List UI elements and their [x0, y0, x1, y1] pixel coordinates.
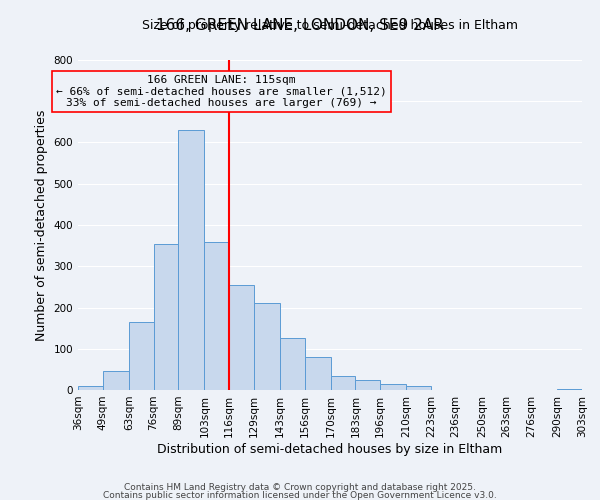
Bar	[557, 389, 582, 390]
Bar	[380, 384, 406, 390]
Bar	[305, 357, 331, 390]
Bar	[355, 380, 380, 390]
Y-axis label: Number of semi-detached properties: Number of semi-detached properties	[35, 110, 48, 340]
Bar	[205, 242, 229, 390]
Bar	[178, 130, 205, 390]
Title: Size of property relative to semi-detached houses in Eltham: Size of property relative to semi-detach…	[142, 20, 518, 32]
Bar	[229, 285, 254, 390]
Bar	[280, 338, 305, 390]
Bar	[78, 386, 103, 390]
Text: 166, GREEN LANE, LONDON, SE9 2AR: 166, GREEN LANE, LONDON, SE9 2AR	[156, 18, 444, 32]
Bar	[254, 304, 280, 390]
X-axis label: Distribution of semi-detached houses by size in Eltham: Distribution of semi-detached houses by …	[157, 442, 503, 456]
Bar	[331, 376, 355, 390]
Bar	[103, 372, 129, 390]
Bar	[154, 244, 178, 390]
Bar	[129, 322, 154, 390]
Text: 166 GREEN LANE: 115sqm
← 66% of semi-detached houses are smaller (1,512)
33% of : 166 GREEN LANE: 115sqm ← 66% of semi-det…	[56, 75, 387, 108]
Text: Contains HM Land Registry data © Crown copyright and database right 2025.: Contains HM Land Registry data © Crown c…	[124, 482, 476, 492]
Bar	[406, 386, 431, 390]
Text: Contains public sector information licensed under the Open Government Licence v3: Contains public sector information licen…	[103, 490, 497, 500]
